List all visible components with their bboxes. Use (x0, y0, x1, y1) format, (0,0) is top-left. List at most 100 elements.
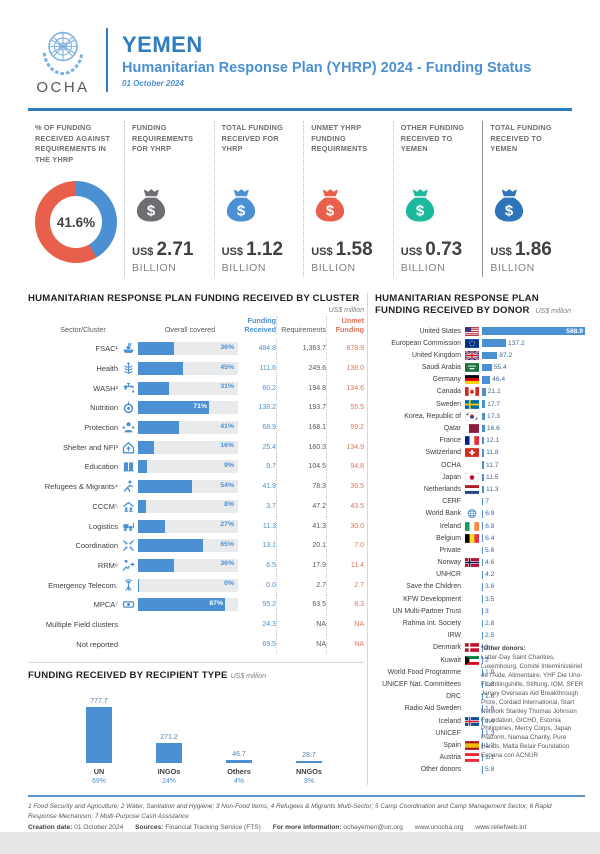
donor-bar-area: 3.5 (482, 595, 585, 603)
svg-text:$: $ (416, 203, 425, 220)
coverage-bar-fill (138, 421, 179, 435)
unmet-funding-value: 2.7 (326, 575, 364, 595)
donor-bar (482, 351, 498, 360)
donor-bar-area: 17.7 (482, 400, 585, 408)
recipient-bar (156, 743, 182, 763)
donor-bar-area: 5.8 (482, 766, 585, 774)
donor-value: 17.3 (487, 412, 501, 420)
donor-bar-area: 1.1 (482, 753, 585, 762)
donor-bar-area: 4.6 (482, 558, 585, 567)
donor-value: 17.7 (487, 400, 501, 408)
donor-bar (482, 376, 491, 384)
donor-bar (482, 546, 483, 555)
recipient-column: 46.7 Others 4% (204, 687, 274, 785)
donor-row: DRC 1.6 (375, 691, 585, 703)
donor-row: OCHA 11.7 (375, 459, 585, 471)
coverage-bar-fill (138, 381, 169, 395)
page-subtitle: Humanitarian Response Plan (YHRP) 2024 -… (122, 60, 532, 76)
funding-received-value: 0.0 (266, 581, 276, 589)
bottom-strip (0, 832, 600, 854)
funding-received-value: 484.8 (258, 345, 276, 353)
stat-card: TOTAL FUNDING RECEIVED FOR YHRP $ US$ 1.… (215, 121, 305, 277)
donor-label: Other donors (420, 766, 461, 774)
donor-bar (482, 473, 484, 482)
donor-bar-area: 11.3 (482, 485, 585, 494)
col-overall-covered: Overall covered (164, 325, 216, 334)
donor-bar-area: 55.4 (482, 363, 585, 372)
donor-bar-area: 7 (482, 497, 585, 506)
donor-value: 2.8 (485, 620, 495, 628)
donor-bar-area: 21.1 (482, 388, 585, 396)
stat-unit: BILLION (490, 262, 535, 274)
stat-value: US$ 1.12 (221, 239, 284, 260)
nutrition-icon (118, 401, 138, 414)
coverage-bar: 54% (138, 480, 238, 494)
flag-no (465, 558, 479, 567)
cluster-label: Logistics (88, 521, 118, 531)
donor-bar-area: 1.6 (482, 692, 585, 701)
cluster-row: Health 45% 111.6 249.6 138.0 (28, 358, 364, 379)
donor-list: United States 588.9 European Commission … (375, 325, 585, 776)
sources-label: Sources: (135, 824, 164, 832)
requirements-value: 249.6 (276, 358, 326, 379)
flag-es (465, 741, 479, 750)
reliefweb-link[interactable]: www.reliefweb.int (475, 824, 527, 832)
header-rule (28, 108, 572, 111)
donor-value: 1.9 (485, 668, 495, 676)
requirements-value: NA (276, 634, 326, 654)
cluster-table-body: FSAC¹ 36% 484.8 1,363.7 878.9 Health 45%… (28, 339, 364, 654)
donor-value: 87.2 (499, 351, 513, 359)
coverage-bar-fill (138, 460, 147, 474)
donor-row: Denmark 2 (375, 642, 585, 654)
stat-card: % OF FUNDING RECEIVED AGAINST REQUIREMEN… (28, 121, 125, 277)
donor-bar-area: 2.8 (482, 619, 585, 628)
donor-label: UNHCR (436, 571, 461, 579)
coverage-bar-fill (138, 519, 165, 533)
donor-row: UNICEF Nat. Committees 1.8 (375, 678, 585, 690)
requirements-value: NA (276, 614, 326, 635)
recipient-value: 28.7 (302, 751, 316, 759)
cluster-label: Coordination (75, 541, 118, 551)
cluster-label: Emergency Telecom. (48, 580, 118, 590)
donor-row: Qatar 16.6 (375, 422, 585, 434)
funding-received-value: 60.2 (262, 384, 276, 392)
coverage-bar: 71% (138, 401, 238, 415)
donor-bar (482, 766, 483, 774)
coverage-percent: 71% (193, 402, 207, 410)
donor-value: 5.6 (485, 546, 495, 554)
donor-bar-area: 6.8 (482, 522, 585, 530)
cluster-label: Nutrition (90, 403, 118, 413)
un-emblem-icon (42, 31, 84, 76)
footer-rule (28, 795, 585, 797)
forklift-icon (118, 520, 138, 533)
flag-kr (465, 411, 479, 421)
requirements-value: 78.3 (276, 476, 326, 497)
donor-row: World Food Programme 1.9 (375, 666, 585, 678)
donor-value: 1.1 (485, 754, 495, 762)
funding-received-value: 69.5 (262, 640, 276, 648)
donor-bar-area: 6.9 (482, 510, 585, 518)
shelter-icon (118, 441, 138, 454)
unocha-link[interactable]: www.unocha.org (414, 824, 464, 832)
donor-flag (465, 582, 479, 591)
funding-received-value: 13.1 (262, 542, 276, 550)
coverage-percent: 45% (220, 363, 234, 371)
cluster-row: Emergency Telecom. 0% 0.0 2.7 2.7 (28, 575, 364, 595)
donor-bar (482, 595, 483, 603)
donor-value: 3.5 (485, 595, 495, 603)
donor-bar-area: 17.3 (482, 412, 585, 421)
donor-bar-area: 46.4 (482, 376, 585, 384)
coverage-bar-fill (138, 499, 146, 513)
donor-bar (482, 571, 483, 579)
donor-bar (482, 668, 483, 677)
contact-email-link[interactable]: ochayemen@un.org (343, 824, 403, 832)
stat-value: US$ 0.73 (400, 239, 463, 260)
funding-received-value: 41.9 (262, 483, 276, 491)
donor-row: Germany 46.4 (375, 374, 585, 386)
donor-label: Japan (442, 473, 461, 481)
flag-is (465, 716, 479, 726)
donor-row: UNICEF 1.3 (375, 727, 585, 739)
coverage-percent: 36% (220, 343, 234, 351)
donor-value: 2 (485, 656, 489, 664)
cash-icon (118, 598, 138, 611)
